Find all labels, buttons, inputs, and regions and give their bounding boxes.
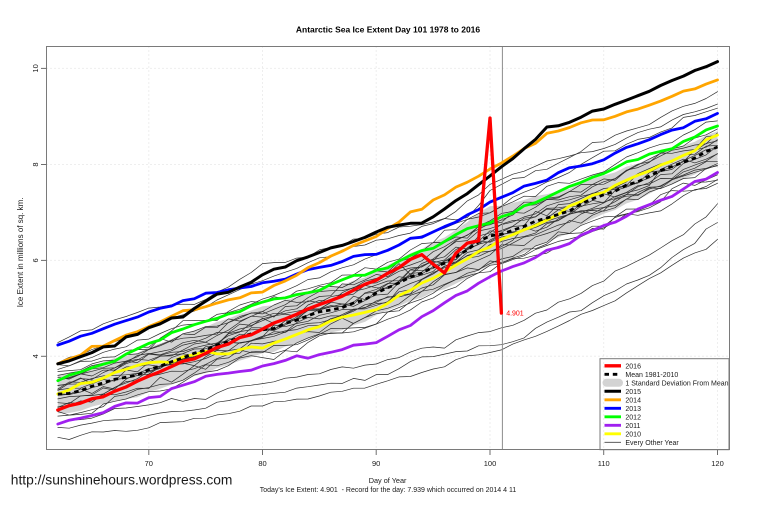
svg-text:http://sunshinehours.wordpress: http://sunshinehours.wordpress.com xyxy=(11,473,233,488)
svg-text:Antarctic Sea Ice Extent Day 1: Antarctic Sea Ice Extent Day 101 1978 to… xyxy=(296,25,481,35)
svg-text:2012: 2012 xyxy=(625,414,641,421)
svg-text:1 Standard Deviation From Mean: 1 Standard Deviation From Mean xyxy=(625,380,728,387)
svg-text:2010: 2010 xyxy=(625,431,641,438)
svg-text:6: 6 xyxy=(31,258,40,262)
svg-text:2013: 2013 xyxy=(625,406,641,413)
svg-text:8: 8 xyxy=(31,162,40,166)
svg-text:110: 110 xyxy=(598,459,610,468)
svg-text:70: 70 xyxy=(145,459,153,468)
svg-text:120: 120 xyxy=(711,459,724,468)
svg-text:100: 100 xyxy=(484,459,497,468)
svg-text:2014: 2014 xyxy=(625,397,641,404)
svg-text:4.901: 4.901 xyxy=(506,310,524,317)
svg-text:Day of Year: Day of Year xyxy=(369,476,407,485)
svg-text:4: 4 xyxy=(31,354,40,358)
svg-text:2011: 2011 xyxy=(625,423,640,430)
svg-text:Mean 1981-2010: Mean 1981-2010 xyxy=(625,372,678,379)
svg-text:10: 10 xyxy=(31,64,40,72)
svg-text:2015: 2015 xyxy=(625,389,641,396)
svg-text:Every Other Year: Every Other Year xyxy=(625,440,679,447)
svg-text:80: 80 xyxy=(258,459,266,468)
svg-text:Ice Extent in millions of sq.: Ice Extent in millions of sq. km. xyxy=(16,197,25,307)
svg-text:90: 90 xyxy=(372,459,380,468)
svg-text:Today's Ice Extent: 4.901 - R: Today's Ice Extent: 4.901 - Record for t… xyxy=(260,487,517,494)
svg-text:2016: 2016 xyxy=(625,363,641,370)
